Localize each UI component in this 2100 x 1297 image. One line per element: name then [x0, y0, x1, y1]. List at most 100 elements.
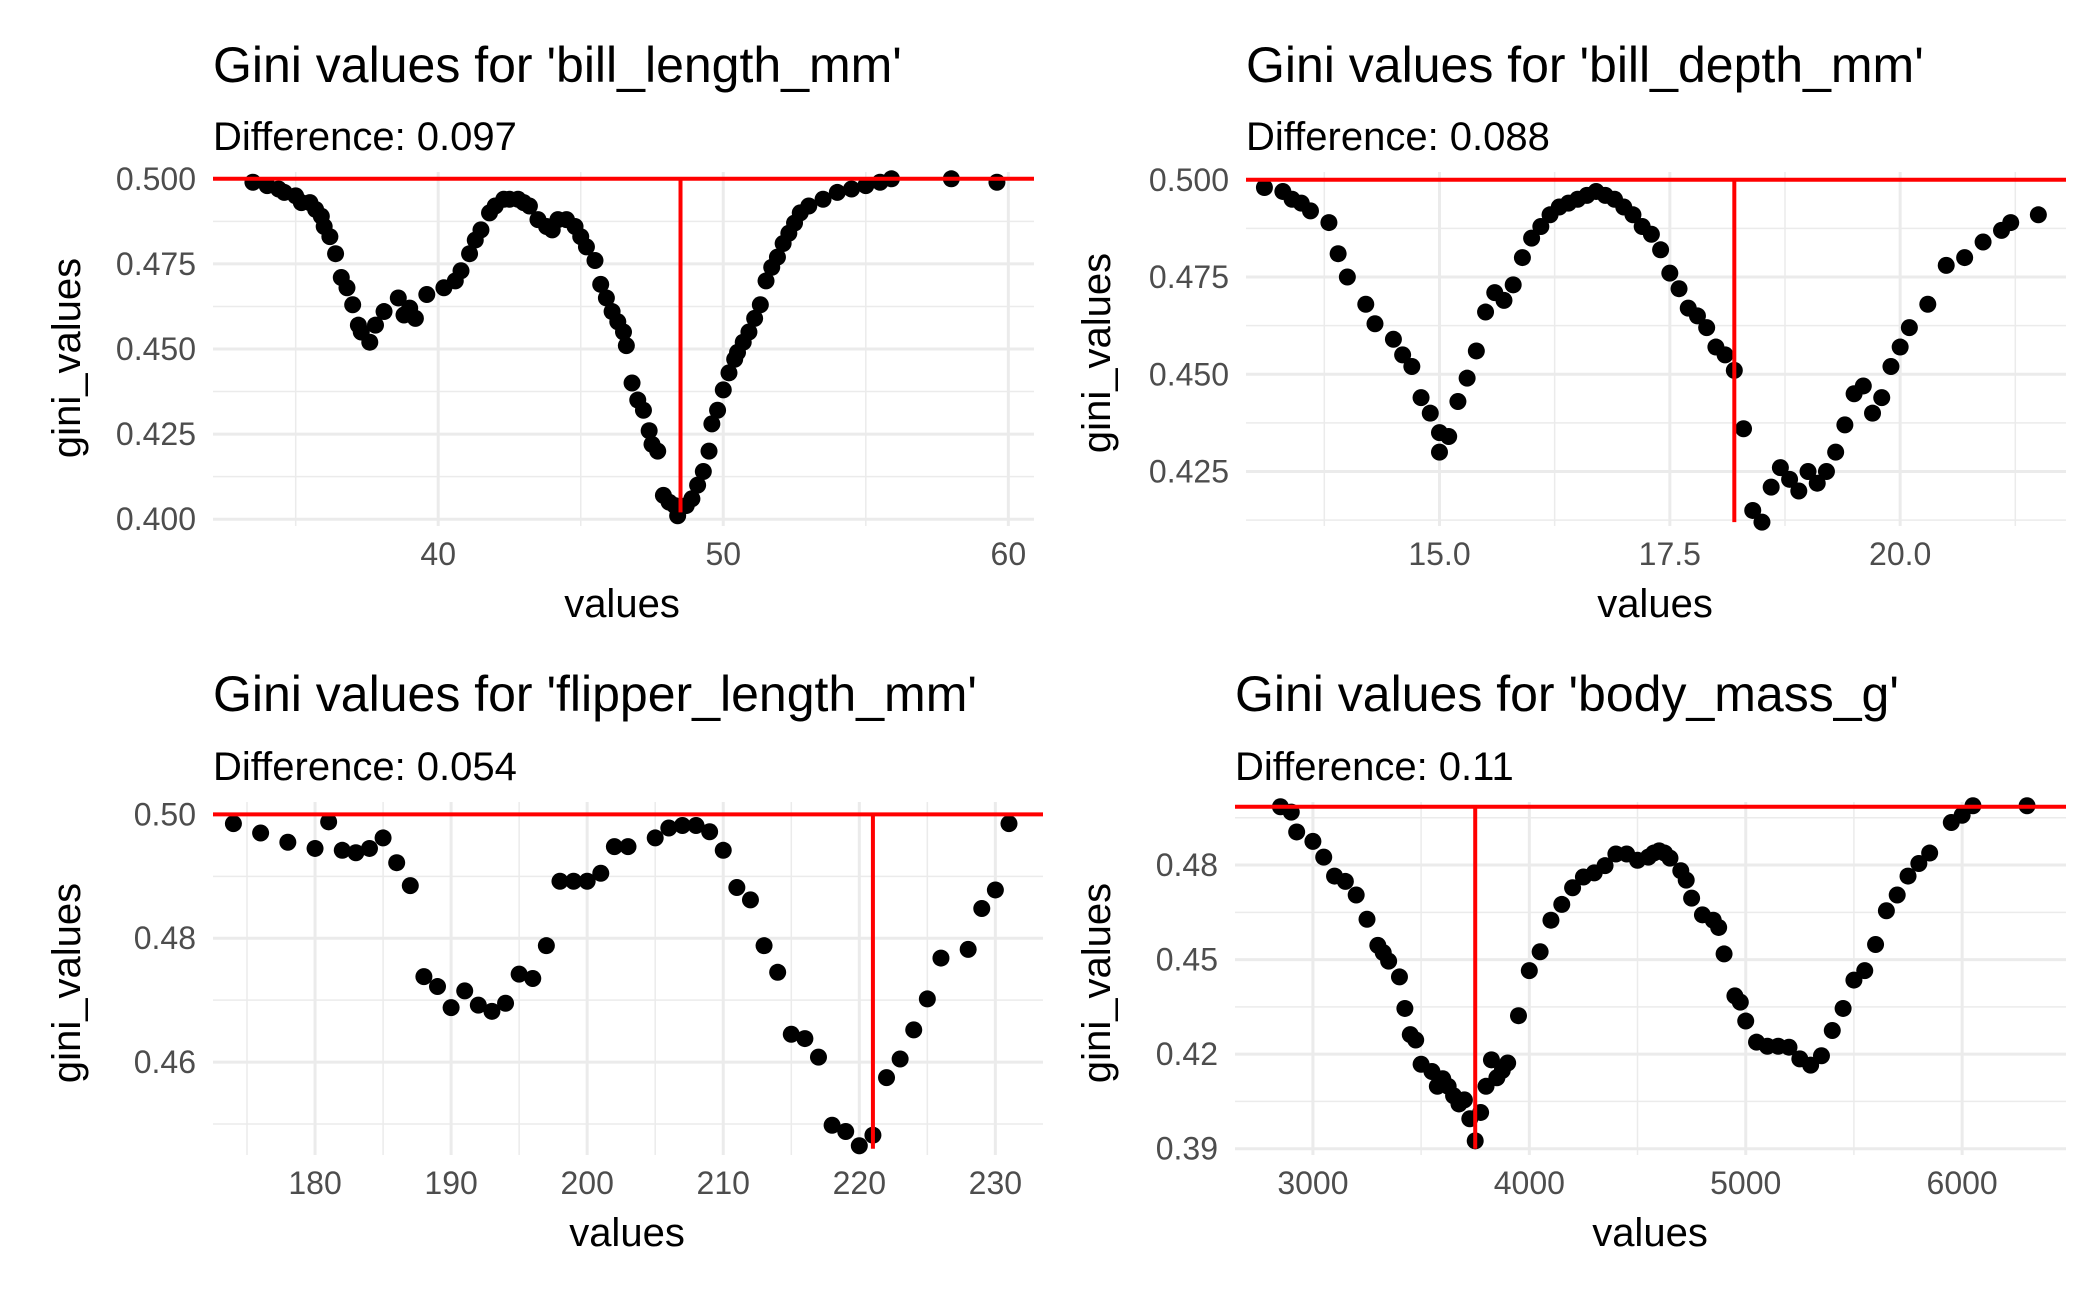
data-point [1520, 962, 1538, 980]
data-point [1780, 1038, 1798, 1056]
panel-body-mass: Gini values for 'body_mass_g' Difference… [1075, 666, 2066, 1255]
data-point [406, 309, 424, 327]
data-point [1390, 968, 1408, 986]
data-point [551, 872, 569, 890]
data-point [1731, 993, 1749, 1011]
data-point [757, 272, 775, 290]
data-point [1899, 867, 1917, 885]
data-point [1532, 217, 1550, 235]
y-tick-label: 0.425 [116, 416, 196, 452]
data-point [1000, 815, 1018, 833]
data-point [673, 817, 691, 835]
data-point [617, 337, 635, 355]
data-point [646, 829, 664, 847]
data-point [1677, 871, 1695, 889]
data-point [418, 286, 436, 304]
data-point [1504, 276, 1522, 294]
data-point [615, 323, 632, 341]
data-point [660, 819, 678, 837]
data-point [1661, 849, 1679, 867]
panel-bill-depth: Gini values for 'bill_depth_mm' Differen… [1075, 37, 2066, 626]
data-point [361, 333, 379, 351]
data-point [592, 864, 610, 882]
data-point [1564, 879, 1582, 897]
y-tick-label: 0.500 [1149, 162, 1229, 198]
x-tick-label: 6000 [1927, 1165, 1998, 1201]
data-point [592, 275, 610, 293]
data-point [1937, 256, 1955, 274]
y-tick-label: 0.39 [1156, 1131, 1218, 1167]
data-point [1799, 463, 1817, 481]
y-tick-label: 0.475 [1149, 259, 1229, 295]
data-point [741, 891, 759, 909]
data-point [1440, 428, 1458, 446]
data-point [333, 841, 351, 859]
data-point [1430, 443, 1448, 461]
data-point [1652, 241, 1670, 259]
data-point [1366, 315, 1384, 333]
x-tick-label: 200 [560, 1165, 613, 1201]
x-tick-label: 5000 [1710, 1165, 1781, 1201]
x-tick-label: 230 [969, 1165, 1022, 1201]
data-point [1523, 229, 1541, 247]
data-point [701, 823, 719, 841]
data-point [244, 173, 262, 191]
y-tick-label: 0.450 [116, 331, 196, 367]
data-point [375, 303, 393, 321]
data-point [483, 1002, 501, 1020]
data-point [1596, 857, 1614, 875]
data-point [1661, 264, 1679, 282]
data-point [1477, 303, 1495, 321]
x-tick-label: 220 [833, 1165, 886, 1201]
data-point [755, 937, 773, 955]
data-point [1808, 474, 1826, 492]
x-tick-label: 60 [991, 536, 1027, 572]
data-point [828, 183, 846, 201]
data-point [1735, 420, 1753, 438]
data-point [1867, 935, 1885, 953]
data-point [1329, 245, 1347, 263]
data-point [1642, 225, 1660, 243]
data-point [1827, 443, 1845, 461]
data-point [1553, 895, 1571, 913]
y-tick-label: 0.400 [116, 501, 196, 537]
data-point [1315, 848, 1333, 866]
data-point [1877, 902, 1895, 920]
data-point [524, 970, 542, 987]
x-tick-label: 180 [288, 1165, 341, 1201]
data-point [366, 316, 384, 334]
data-point [640, 422, 658, 440]
x-axis-title: values [1592, 1211, 1708, 1255]
data-point [597, 289, 615, 307]
data-point [1338, 268, 1356, 286]
data-point [389, 289, 407, 307]
data-point [605, 838, 623, 856]
data-point [687, 817, 705, 835]
data-point [1882, 358, 1900, 376]
data-point [1495, 291, 1513, 309]
data-point [1737, 1012, 1755, 1030]
data-point [2002, 214, 2020, 232]
data-point [1817, 463, 1835, 481]
data-point [469, 996, 487, 1014]
data-point [1921, 844, 1939, 862]
y-tick-label: 0.42 [1156, 1036, 1218, 1072]
x-axis-title: values [564, 582, 680, 626]
y-tick-label: 0.48 [134, 920, 196, 956]
data-point [1744, 501, 1762, 519]
data-point [1670, 280, 1688, 298]
x-tick-label: 210 [697, 1165, 750, 1201]
data-point [1455, 1091, 1473, 1109]
data-point [1542, 911, 1560, 929]
data-point [809, 1048, 827, 1066]
data-point [918, 990, 936, 1008]
panel-title: Gini values for 'body_mass_g' [1235, 666, 1899, 722]
data-point [456, 982, 474, 1000]
data-point [452, 262, 470, 280]
data-point [1449, 393, 1467, 411]
data-point [1888, 886, 1906, 904]
data-point [1715, 945, 1733, 963]
data-point [1304, 832, 1322, 850]
data-point [1698, 319, 1716, 337]
data-point [1380, 952, 1398, 970]
